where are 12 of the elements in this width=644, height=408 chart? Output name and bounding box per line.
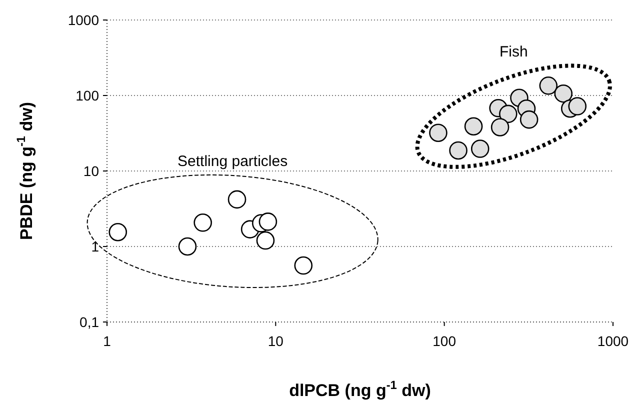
y-tick-label: 10 — [83, 162, 100, 179]
series-label: Fish — [499, 44, 528, 61]
y-tick-label: 100 — [76, 87, 100, 104]
x-axis-title: dlPCB (ng g$^{-1}$ dw) — [289, 378, 431, 400]
x-tick-label: 1000 — [597, 333, 629, 349]
x-tick-label: 1 — [103, 333, 112, 349]
x-tick-label: 10 — [268, 333, 284, 349]
y-tick-label: 1000 — [68, 12, 100, 28]
y-tick-label: 1 — [91, 238, 100, 254]
y-tick-label: 0,1 — [80, 314, 100, 330]
series-label: Settling particles — [178, 152, 288, 170]
x-tick-label: 100 — [432, 333, 456, 349]
